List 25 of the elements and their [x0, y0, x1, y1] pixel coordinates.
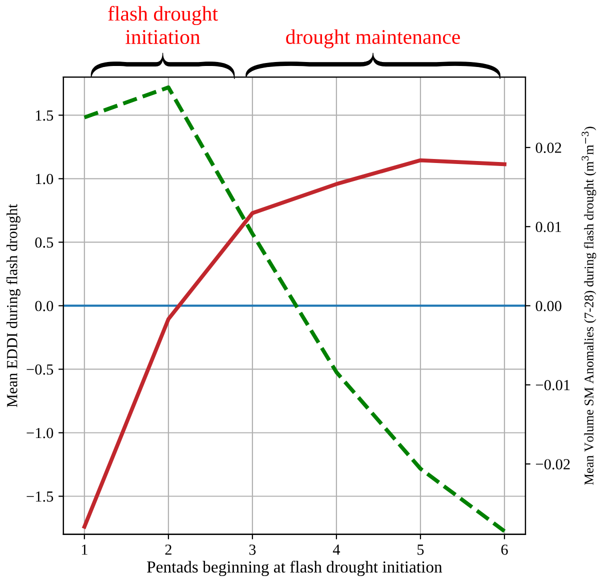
y-tick-label: −1.5: [26, 491, 54, 502]
y2-tick-label: 0.01: [536, 222, 562, 232]
x-tick-label: 2: [165, 544, 172, 555]
y2-axis-title: Mean Volume SM Anomalies (7-28) during flash drought (m$^{3}$m$^{−3}$): [582, 126, 596, 485]
text: flash drought initiation: [108, 6, 218, 44]
y-axis-title: Mean EDDI during flash drought: [6, 204, 20, 408]
line-series: [82, 158, 506, 529]
y-tick-label: 0.5: [35, 237, 54, 248]
x-tick-label: 5: [418, 544, 424, 555]
x-tick-label: 4: [332, 544, 340, 555]
y-tick-label: −0.5: [26, 364, 54, 375]
text: drought maintenance: [286, 29, 460, 48]
line-series: [82, 85, 506, 534]
y2-tick-label: −0.01: [536, 380, 570, 390]
x-axis-title: Pentads beginning at flash drought initiation: [147, 560, 442, 576]
y-tick-label: 0.0: [35, 300, 54, 312]
x-tick-label: 3: [249, 544, 256, 555]
y-tick-label: 1.5: [36, 110, 54, 121]
y2-tick-label: −0.02: [536, 459, 570, 470]
x-tick-label: 6: [501, 544, 508, 555]
y2-tick-label: 0.02: [536, 142, 562, 154]
y-tick-label: 1.0: [36, 174, 54, 184]
y2-tick-label: 0.00: [536, 300, 562, 312]
y-tick-label: −1.0: [26, 428, 54, 438]
x-tick-label: 1: [82, 544, 88, 555]
